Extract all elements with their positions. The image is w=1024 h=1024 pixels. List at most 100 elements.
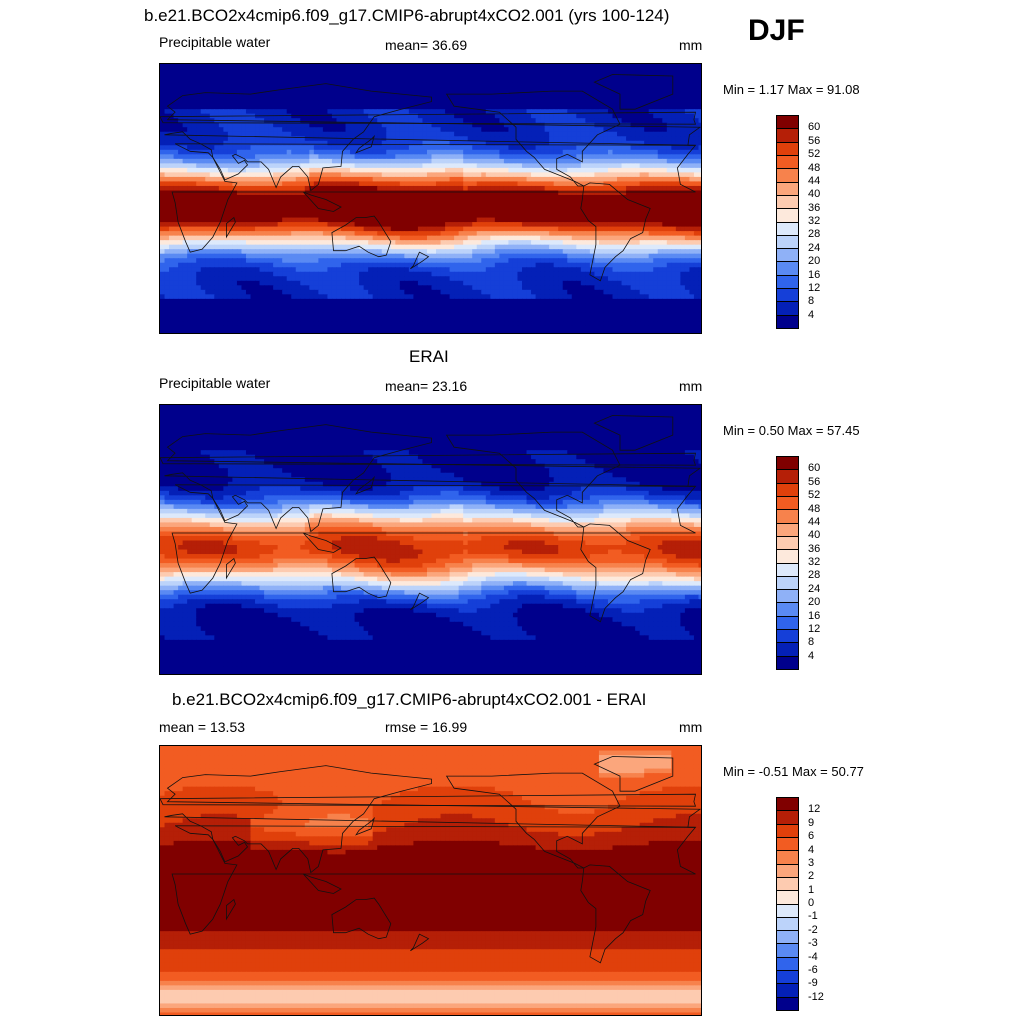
map-cell xyxy=(585,222,591,228)
map-cell xyxy=(399,240,405,246)
map-cell xyxy=(205,86,211,92)
map-cell xyxy=(345,199,351,205)
map-cell xyxy=(607,158,614,164)
map-cell xyxy=(467,194,473,201)
map-cell xyxy=(372,213,378,219)
map-cell xyxy=(653,136,659,142)
map-cell xyxy=(304,122,310,128)
map-cell xyxy=(553,145,559,151)
map-cell xyxy=(684,240,691,246)
map-cell xyxy=(336,136,342,142)
map-cell xyxy=(684,100,691,106)
map-cell xyxy=(160,73,166,79)
map-cell xyxy=(286,194,292,201)
map-cell xyxy=(232,158,238,164)
map-cell xyxy=(644,118,650,124)
map-cell xyxy=(381,91,387,97)
map-cell xyxy=(544,176,550,183)
map-cell xyxy=(327,199,333,205)
map-cell xyxy=(350,77,356,83)
map-cell xyxy=(227,158,234,164)
map-cell xyxy=(639,95,645,101)
map-cell xyxy=(648,68,654,74)
map-cell xyxy=(445,109,451,115)
map-cell xyxy=(454,208,460,214)
map-cell xyxy=(621,199,627,205)
map-cell xyxy=(164,240,170,246)
map-cell xyxy=(377,77,383,83)
map-cell xyxy=(657,190,663,196)
map-cell xyxy=(671,100,677,106)
map-cell xyxy=(607,194,614,201)
map-cell xyxy=(300,167,306,173)
map-cell xyxy=(255,122,261,128)
map-cell xyxy=(327,127,333,133)
map-cell xyxy=(386,82,392,88)
map-cell xyxy=(589,86,596,92)
map-cell xyxy=(259,64,265,70)
map-cell xyxy=(698,127,701,133)
map-cell xyxy=(354,172,360,178)
map-cell xyxy=(598,64,605,70)
map-cell xyxy=(173,176,179,183)
map-cell xyxy=(644,109,650,115)
map-cell xyxy=(232,199,238,205)
map-cell xyxy=(666,86,672,92)
map-cell xyxy=(522,64,528,70)
map-cell xyxy=(558,204,564,210)
map-cell xyxy=(630,172,636,178)
map-cell xyxy=(476,199,482,205)
map-cell xyxy=(404,82,410,88)
map-cell xyxy=(363,95,369,101)
map-cell xyxy=(390,213,396,219)
map-cell xyxy=(535,64,541,70)
map-cell xyxy=(286,222,292,228)
map-cell xyxy=(635,194,641,201)
map-cell xyxy=(603,104,609,110)
map-cell xyxy=(309,100,315,106)
map-cell xyxy=(657,213,663,219)
map-cell xyxy=(666,217,672,223)
map-cell xyxy=(607,172,614,178)
map-cell xyxy=(540,222,546,228)
map-cell xyxy=(304,118,310,124)
map-cell xyxy=(336,231,342,237)
map-cell xyxy=(653,172,659,178)
map-cell xyxy=(286,64,292,70)
map-cell xyxy=(381,199,387,205)
map-cell xyxy=(359,235,365,241)
map-cell xyxy=(404,158,410,164)
map-cell xyxy=(200,68,206,74)
map-cell xyxy=(173,167,179,173)
map-cell xyxy=(562,240,568,246)
map-cell xyxy=(372,199,378,205)
map-cell xyxy=(395,82,401,88)
map-cell xyxy=(413,190,419,196)
map-cell xyxy=(503,185,510,192)
map-cell xyxy=(426,235,433,241)
map-cell xyxy=(372,73,378,79)
map-cell xyxy=(567,127,573,133)
map-cell xyxy=(300,222,306,228)
map-cell xyxy=(671,68,677,74)
map-cell xyxy=(680,113,686,119)
map-cell xyxy=(408,122,415,128)
map-cell xyxy=(585,190,591,196)
map-cell xyxy=(178,158,184,164)
map-cell xyxy=(363,226,369,232)
map-cell xyxy=(331,226,338,232)
map-cell xyxy=(549,185,555,192)
map-cell xyxy=(508,163,514,169)
map-cell xyxy=(341,113,347,119)
map-cell xyxy=(250,68,256,74)
map-cell xyxy=(277,127,283,133)
map-cell xyxy=(603,172,609,178)
map-cell xyxy=(481,73,487,79)
map-cell xyxy=(209,158,215,164)
map-cell xyxy=(327,68,333,74)
map-cell xyxy=(372,82,378,88)
map-cell xyxy=(282,131,288,137)
map-cell xyxy=(259,91,265,97)
map-cell xyxy=(178,181,184,187)
map-cell xyxy=(178,167,184,173)
